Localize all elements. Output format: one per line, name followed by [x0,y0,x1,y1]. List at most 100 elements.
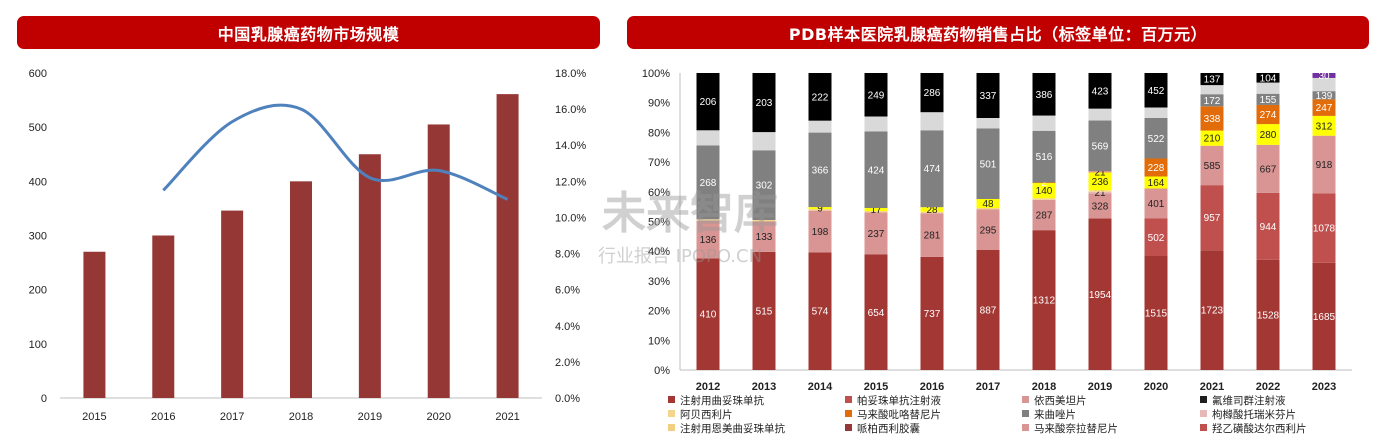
left-y2-tick: 16.0% [555,104,586,116]
right-stack-segment [752,150,776,220]
right-x-tick: 2019 [1088,381,1112,393]
right-stack-segment [920,73,944,113]
right-stack-segment [696,258,720,370]
right-stack-segment [1256,259,1280,370]
right-stack-segment [808,207,832,210]
right-stack-segment [920,211,944,214]
right-y-tick: 40% [648,246,670,258]
legend-swatch [1200,424,1207,431]
right-data-label: 1312 [1033,296,1056,307]
right-stack-segment [1088,218,1112,370]
right-stack-segment [1032,130,1056,183]
right-stack-segment [1312,99,1336,116]
legend-swatch [1200,396,1207,403]
right-data-label: 424 [868,165,885,176]
right-data-label: 268 [700,178,717,189]
right-stack-segment [976,128,1000,199]
right-stack-segment [752,251,776,370]
legend-swatch [1022,424,1029,431]
right-data-label: 501 [980,159,997,170]
left-bar [427,124,450,398]
right-data-label: 574 [812,307,829,318]
right-stack-segment [1256,93,1280,105]
right-data-label: 155 [1260,95,1277,106]
right-x-tick: 2021 [1200,381,1224,393]
right-data-label: 1528 [1257,310,1280,321]
legend-label: 马来酸吡咯替尼片 [857,408,941,421]
right-stack-segment [808,73,832,121]
right-stack-segment [1144,176,1168,189]
right-stack-segment [920,130,944,208]
right-stack-segment [1200,250,1224,370]
right-x-tick: 2015 [864,381,888,393]
right-data-label: 585 [1204,161,1221,172]
right-stack-segment [1088,191,1112,194]
right-data-label: 281 [924,231,941,242]
right-data-label: 249 [868,90,885,101]
right-data-label: 957 [1204,213,1221,224]
left-y-tick: 100 [29,339,47,351]
legend-label: 来曲唑片 [1034,408,1076,421]
right-stack-segment [1312,77,1336,92]
right-stack-segment [808,252,832,370]
left-chart-title: 中国乳腺癌药物市场规模 [17,16,600,49]
right-stack-segment [976,118,1000,129]
right-stack-segment [864,254,888,370]
right-data-label: 328 [1092,201,1109,212]
legend-swatch [668,410,675,417]
legend-swatch [1200,410,1207,417]
legend-swatch [668,424,675,431]
right-data-label: 28 [926,205,938,216]
legend-label: 依西美坦片 [1034,394,1087,407]
right-data-label: 667 [1260,164,1277,175]
right-stack-segment [1088,190,1112,192]
right-stack-segment [1144,73,1168,108]
watermark-subtext: 行业报告 IPOPO.CN [598,246,762,267]
right-stack-segment [1256,124,1280,145]
right-y-tick: 10% [648,335,670,347]
right-data-label: 206 [700,97,717,108]
right-stack-segment [976,209,1000,250]
left-y-tick: 200 [29,285,47,297]
right-stack-segment [1200,85,1224,95]
right-stack-segment [1144,118,1168,159]
right-x-tick: 2012 [696,381,720,393]
right-stack-segment [1312,91,1336,100]
right-data-label: 887 [980,306,997,317]
right-data-label: 737 [924,309,941,320]
right-stack-segment [1144,107,1168,118]
left-x-tick: 2021 [495,411,519,423]
right-stack-segment [920,256,944,370]
right-x-tick: 2014 [808,381,833,393]
legend-label: 哌柏西利胶囊 [857,422,920,435]
right-stack-segment [696,219,720,221]
right-stack-segment [1032,73,1056,116]
right-stack-segment [1032,199,1056,231]
right-data-label: 140 [1036,186,1053,197]
right-stack-segment [808,209,832,211]
right-data-label: 502 [1148,233,1165,244]
right-data-label: 164 [1148,178,1165,189]
right-stack-segment [696,145,720,220]
right-data-label: 280 [1260,130,1277,141]
left-x-tick: 2019 [358,411,382,423]
left-y-tick: 300 [29,231,47,243]
right-data-label: 1515 [1145,309,1168,320]
right-stack-segment [1088,171,1112,173]
right-data-label: 312 [1316,121,1333,132]
right-stack-segment [920,112,944,131]
right-x-tick: 2016 [920,381,944,393]
right-stack-segment [808,132,832,208]
left-bar [358,154,381,398]
legend-swatch [1022,396,1029,403]
right-stack-segment [1088,108,1112,121]
right-stack-segment [1144,256,1168,370]
right-data-label: 386 [1036,90,1053,101]
left-x-tick: 2020 [426,411,450,423]
right-stack-segment [864,73,888,117]
right-x-tick: 2022 [1256,381,1280,393]
left-bar [290,181,312,398]
right-data-label: 474 [924,164,941,175]
legend-swatch [668,396,675,403]
